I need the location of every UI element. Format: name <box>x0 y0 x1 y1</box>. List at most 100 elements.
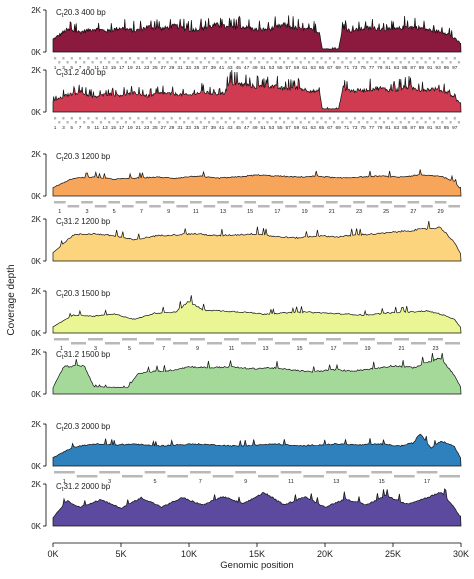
amplicon-bar <box>445 117 448 120</box>
amplicon-bar <box>87 117 90 120</box>
amplicon-bar <box>224 338 239 341</box>
panel-label: Ct31.2 1500 bp <box>56 350 111 361</box>
amplicon-bar <box>432 121 436 124</box>
amplicon-bar <box>70 57 73 60</box>
amplicon-bar <box>94 205 107 208</box>
amplicon-bar <box>395 57 398 60</box>
amplicon-bar <box>166 121 169 124</box>
amplicon-bar <box>362 117 365 120</box>
amplicon-bar <box>303 475 324 478</box>
amplicon-bar <box>278 117 281 120</box>
amplicon-bar <box>424 121 427 124</box>
amplicon-bar <box>391 121 394 124</box>
amplicon-bar <box>176 205 188 208</box>
amplicon-label: 9 <box>167 209 170 215</box>
amplicon-bar <box>295 117 298 120</box>
amplicon-bar <box>324 121 327 124</box>
amplicon-bar <box>76 475 98 478</box>
amplicon-bar <box>112 57 115 60</box>
amplicon-bar <box>345 117 348 120</box>
amplicon-bar <box>312 57 315 60</box>
amplicon-label: 35 <box>194 125 200 131</box>
amplicon-bar <box>357 121 361 124</box>
amplicon-bar <box>173 342 188 345</box>
amplicon-bar <box>278 57 281 60</box>
amplicon-bar <box>420 117 423 120</box>
amplicon-label: 11 <box>288 479 294 485</box>
amplicon-bar <box>153 57 157 60</box>
amplicon-bar <box>353 57 356 60</box>
coverage-area <box>52 295 462 334</box>
amplicon-bar <box>439 475 460 478</box>
amplicon-bar <box>191 121 194 124</box>
amplicon-bar <box>283 121 286 124</box>
amplicon-bar <box>216 121 219 124</box>
amplicon-bar <box>237 117 240 120</box>
amplicon-bar <box>178 117 182 120</box>
amplicon-label: 25 <box>383 209 389 215</box>
amplicon-bar <box>54 117 57 120</box>
amplicon-label: 93 <box>435 125 441 131</box>
amplicon-label: 29 <box>169 65 175 71</box>
amplicon-label: 79 <box>377 65 383 71</box>
amplicon-bar <box>212 57 215 60</box>
amplicon-bar <box>382 121 386 124</box>
amplicon-label: 1 <box>60 346 63 352</box>
amplicon-bar <box>174 121 177 124</box>
panel-6: 0K 2K Ct31.2 1500 bp <box>31 348 462 399</box>
amplicon-bar <box>291 121 294 124</box>
amplicon-bar <box>298 201 311 204</box>
amplicon-label: 43 <box>227 125 233 131</box>
coverage-area <box>52 433 462 467</box>
amplicon-bar <box>170 57 173 60</box>
amplicon-label: 81 <box>385 125 391 131</box>
amplicon-bar <box>312 117 315 120</box>
amplicon-bar <box>66 121 69 124</box>
panel-label: Ct20.3 1200 bp <box>56 152 111 163</box>
amplicon-label: 89 <box>419 65 425 71</box>
amplicon-bar <box>316 121 319 124</box>
amplicon-bar <box>337 117 340 120</box>
amplicon-bar <box>349 61 352 64</box>
amplicon-label: 47 <box>244 125 250 131</box>
amplicon-bar <box>412 57 415 60</box>
amplicon-bar <box>91 121 94 124</box>
amplicon-bar <box>337 57 340 60</box>
amplicon-label: 7 <box>140 209 143 215</box>
amplicon-bar <box>191 61 194 64</box>
amplicon-bar <box>303 57 306 60</box>
amplicon-bar <box>137 117 140 120</box>
amplicon-bar <box>421 205 433 208</box>
amplicon-bar <box>403 57 406 60</box>
amplicon-label: 81 <box>385 65 391 71</box>
amplicon-bar <box>412 117 415 120</box>
amplicon-bar <box>341 121 344 124</box>
amplicon-bar <box>295 57 298 60</box>
amplicon-bar <box>124 121 127 124</box>
amplicon-label: 27 <box>161 65 167 71</box>
amplicon-label: 43 <box>227 65 233 71</box>
amplicon-bar <box>411 342 426 345</box>
amplicon-bar <box>253 57 256 60</box>
amplicon-bar <box>190 201 202 204</box>
amplicon-label: 5 <box>153 479 156 485</box>
amplicon-bar <box>258 338 273 341</box>
amplicon-label: 77 <box>369 125 375 131</box>
amplicon-bar <box>128 117 132 120</box>
amplicon-label: 83 <box>394 65 400 71</box>
amplicon-bar <box>208 61 211 64</box>
amplicon-bar <box>207 342 222 345</box>
amplicon-bar <box>135 201 148 204</box>
amplicon-label: 7 <box>79 125 82 131</box>
amplicon-bar <box>230 205 243 208</box>
amplicon-label: 65 <box>319 125 325 131</box>
amplicon-bar <box>445 57 448 60</box>
amplicon-label: 17 <box>119 65 125 71</box>
amplicon-label: 3 <box>94 346 97 352</box>
y-tick-label: 2K <box>31 6 41 15</box>
amplicon-bar <box>374 61 377 64</box>
y-tick-label: 2K <box>31 150 41 159</box>
amplicon-label: 11 <box>94 65 99 71</box>
amplicon-bar <box>178 57 182 60</box>
y-tick-label: 2K <box>31 287 41 296</box>
